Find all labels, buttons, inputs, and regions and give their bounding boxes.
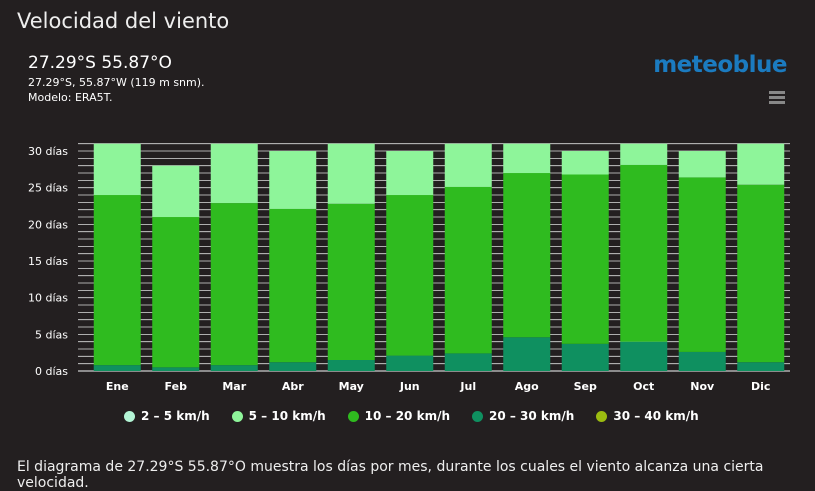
bar-segment[interactable] — [210, 203, 258, 366]
model-info: Modelo: ERA5T. — [28, 91, 113, 104]
bar-segment[interactable] — [93, 365, 141, 371]
bar-segment[interactable] — [444, 186, 492, 354]
legend-dot-icon — [472, 410, 483, 422]
bar-segment[interactable] — [620, 341, 668, 371]
legend-label: 10 – 20 km/h — [364, 409, 450, 423]
bar-segment[interactable] — [152, 217, 200, 368]
bar-segment[interactable] — [444, 143, 492, 187]
x-tick-label: Oct — [633, 380, 654, 393]
legend-item[interactable]: 30 – 40 km/h — [596, 409, 699, 423]
bar-segment[interactable] — [737, 362, 785, 371]
bar-segment[interactable] — [386, 195, 434, 356]
bar-segment[interactable] — [444, 353, 492, 371]
bar-segment[interactable] — [678, 151, 726, 178]
y-tick-label: 0 días — [35, 365, 68, 378]
legend-label: 5 – 10 km/h — [248, 409, 326, 423]
x-tick-label: Ene — [106, 380, 129, 393]
y-tick-label: 10 días — [28, 292, 68, 305]
x-tick-label: Feb — [165, 380, 188, 393]
x-tick-label: Mar — [222, 380, 246, 393]
x-tick-label: May — [339, 380, 364, 393]
legend-dot-icon — [231, 410, 243, 422]
bar-segment[interactable] — [503, 337, 551, 371]
bar-segment[interactable] — [386, 151, 434, 196]
legend-dot-icon — [347, 410, 359, 422]
bar-segment[interactable] — [503, 143, 551, 174]
bar-segment[interactable] — [386, 355, 434, 371]
x-tick-label: Ago — [515, 380, 539, 393]
legend-item[interactable]: 10 – 20 km/h — [347, 409, 450, 423]
legend-item[interactable]: 5 – 10 km/h — [231, 409, 326, 423]
legend-dot-icon — [124, 410, 135, 422]
bar-segment[interactable] — [327, 143, 375, 204]
bar-segment[interactable] — [737, 143, 785, 185]
y-tick-label: 20 días — [28, 218, 68, 231]
bar-segment[interactable] — [678, 177, 726, 352]
bar-segment[interactable] — [620, 143, 668, 165]
x-tick-label: Jul — [459, 380, 476, 393]
legend-dot-icon — [596, 410, 608, 422]
x-tick-label: Sep — [574, 380, 597, 393]
location-info: 27.29°S, 55.87°W (119 m snm). — [28, 76, 205, 89]
coordinates: 27.29°S 55.87°O — [28, 53, 172, 73]
bar-segment[interactable] — [503, 173, 551, 338]
x-tick-label: Abr — [282, 380, 304, 393]
bar-segment[interactable] — [269, 151, 317, 209]
bar-segment[interactable] — [327, 360, 375, 371]
x-tick-label: Nov — [690, 380, 715, 393]
y-tick-label: 15 días — [28, 255, 68, 268]
bar-segment[interactable] — [561, 174, 609, 344]
bar-segment[interactable] — [152, 165, 200, 218]
bar-segment[interactable] — [93, 195, 141, 366]
legend-item[interactable]: 20 – 30 km/h — [472, 409, 574, 423]
bar-segment[interactable] — [93, 143, 141, 196]
bar-segment[interactable] — [269, 362, 317, 371]
bar-segment[interactable] — [561, 151, 609, 175]
bar-segment[interactable] — [152, 367, 200, 371]
bar-segment[interactable] — [620, 164, 668, 342]
x-tick-label: Jun — [399, 380, 420, 393]
y-tick-label: 30 días — [28, 145, 68, 158]
chart-description: El diagrama de 27.29°S 55.87°O muestra l… — [17, 459, 764, 491]
bar-segment[interactable] — [678, 351, 726, 371]
bar-segment[interactable] — [737, 184, 785, 363]
legend: 2 – 5 km/h 5 – 10 km/h 10 – 20 km/h 20 – 30… — [124, 409, 699, 423]
hamburger-menu-icon[interactable] — [769, 91, 785, 106]
y-tick-label: 25 días — [28, 182, 68, 195]
stacked-bar-chart: 0 días 5 días 10 días 15 días 20 días 25 días… — [28, 143, 790, 393]
meteoblue-logo[interactable]: meteoblue — [653, 52, 787, 78]
legend-label: 20 – 30 km/h — [489, 409, 575, 423]
y-tick-label: 5 días — [35, 328, 68, 341]
bar-segment[interactable] — [561, 343, 609, 371]
bar-segment[interactable] — [327, 203, 375, 361]
legend-label: 2 – 5 km/h — [141, 409, 210, 423]
chart-title: Velocidad del viento — [17, 9, 230, 33]
bar-segment[interactable] — [210, 365, 258, 371]
bar-segment[interactable] — [269, 208, 317, 363]
bar-segment[interactable] — [210, 143, 258, 204]
legend-item[interactable]: 2 – 5 km/h — [124, 409, 210, 423]
x-tick-label: Dic — [751, 380, 770, 393]
legend-label: 30 – 40 km/h — [613, 409, 699, 423]
